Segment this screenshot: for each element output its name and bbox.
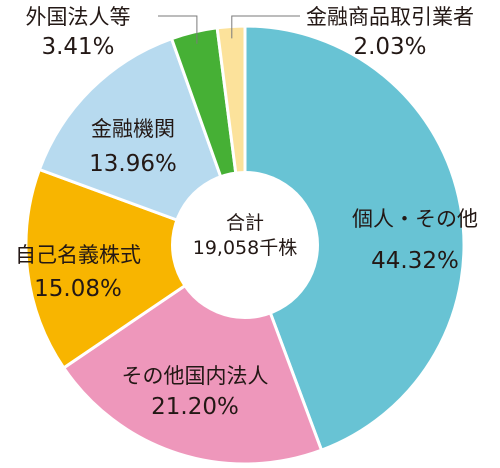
slice-label-domestic-corp: その他国内法人 [122, 364, 269, 388]
leader-lines [158, 15, 300, 44]
slice-value-financial-inst: 13.96% [89, 151, 177, 177]
donut-hole [171, 171, 319, 319]
slice-value-individual: 44.32% [371, 248, 459, 274]
slice-label-treasury-stock: 自己名義株式 [15, 243, 141, 267]
slice-treasury-stock [24, 167, 249, 370]
slice-label-securities-firm: 金融商品取引業者 [306, 5, 474, 29]
slice-label-foreign-corp: 外国法人等 [26, 5, 131, 29]
slice-label-financial-inst: 金融機関 [91, 117, 175, 141]
total-label: 合計 [226, 212, 264, 234]
slice-value-domestic-corp: 21.20% [151, 394, 239, 420]
slice-label-individual: 個人・その他 [352, 207, 478, 231]
slice-individual [243, 24, 466, 453]
leader-line-foreign-corp [158, 15, 198, 44]
slice-value-securities-firm: 2.03% [353, 34, 426, 60]
slice-value-treasury-stock: 15.08% [34, 276, 122, 302]
slice-labels: 個人・その他 44.32% その他国内法人 21.20% 自己名義株式 15.08% 金融機… [15, 5, 478, 420]
slice-value-foreign-corp: 3.41% [41, 34, 114, 60]
total-value: 19,058千株 [193, 237, 297, 259]
leader-line-securities-firm [231, 15, 300, 39]
